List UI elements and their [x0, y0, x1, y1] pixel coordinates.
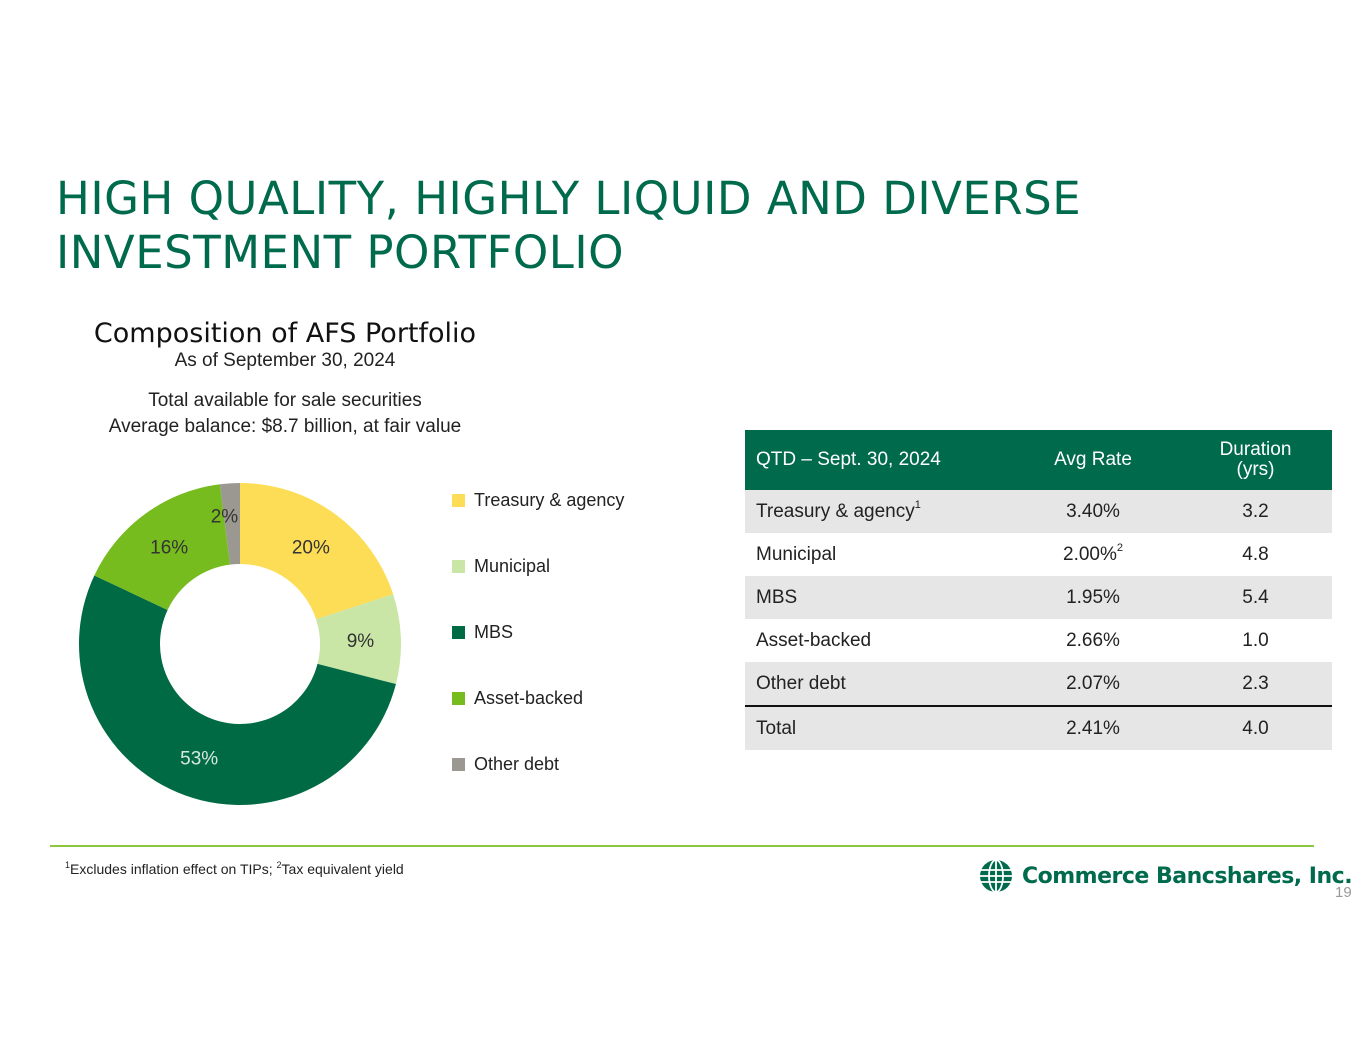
page-number: 19	[1335, 884, 1352, 901]
footnote-marker-2: 2	[276, 860, 282, 870]
table-header-row: QTD – Sept. 30, 2024 Avg Rate Duration (…	[745, 430, 1332, 490]
slice-label: 20%	[292, 538, 330, 559]
chart-note: Total available for sale securities Aver…	[60, 388, 510, 440]
header-period: QTD – Sept. 30, 2024	[745, 430, 1007, 490]
logo-text: Commerce Bancshares, Inc.	[1022, 863, 1353, 889]
legend-swatch	[452, 559, 465, 573]
header-duration: Duration (yrs)	[1179, 430, 1332, 490]
row-name-cell: Total	[745, 705, 1007, 750]
pie-slice	[240, 483, 394, 620]
table-row: Other debt 2.07% 2.3	[745, 662, 1332, 706]
row-duration: 4.0	[1179, 705, 1332, 750]
row-rate-cell: 2.66%	[1007, 619, 1179, 662]
row-name-cell: Other debt	[745, 662, 1007, 706]
pie-slice	[219, 483, 240, 565]
row-duration: 5.4	[1179, 576, 1332, 619]
row-rate: 1.95%	[1066, 586, 1120, 608]
slice-label: 53%	[180, 748, 218, 769]
row-rate-cell: 3.40%	[1007, 490, 1179, 533]
table-row: Asset-backed 2.66% 1.0	[745, 619, 1332, 662]
legend-item: Municipal	[452, 554, 550, 578]
row-duration: 2.3	[1179, 662, 1332, 706]
footnote-text-2: Tax equivalent yield	[281, 861, 404, 877]
row-rate: 2.66%	[1066, 629, 1120, 651]
footer-divider	[50, 845, 1314, 847]
legend-item: MBS	[452, 620, 513, 644]
row-name: Other debt	[756, 672, 846, 694]
row-name: Asset-backed	[756, 629, 872, 651]
row-rate: 2.07%	[1066, 672, 1120, 694]
legend-swatch	[452, 691, 465, 705]
row-rate: 2.41%	[1066, 717, 1120, 739]
pie-slice	[94, 484, 230, 610]
row-name: Municipal	[756, 543, 837, 565]
slice-label: 2%	[211, 507, 239, 528]
row-rate-cell: 1.95%	[1007, 576, 1179, 619]
legend-item: Other debt	[452, 752, 559, 776]
row-rate-footnote-marker: 2	[1116, 541, 1123, 554]
pie-slice	[79, 575, 396, 805]
legend-swatch	[452, 757, 465, 771]
legend-label: MBS	[474, 621, 514, 642]
legend-label: Municipal	[474, 555, 551, 576]
row-duration: 4.8	[1242, 543, 1269, 565]
row-duration: 3.2	[1179, 490, 1332, 533]
table-row: Municipal 2.00%2 4.8	[745, 533, 1332, 576]
slide-title: HIGH QUALITY, HIGHLY LIQUID AND DIVERSE …	[56, 172, 1256, 280]
row-rate-cell: 2.07%	[1007, 662, 1179, 706]
chart-title: Composition of AFS Portfolio	[93, 318, 477, 349]
row-rate: 3.40%	[1066, 500, 1120, 522]
legend-swatch	[452, 625, 465, 639]
row-name-cell: MBS	[745, 576, 1007, 619]
legend-swatch	[452, 493, 465, 507]
header-duration-line-2: (yrs)	[1236, 459, 1275, 480]
footnote: 1Excludes inflation effect on TIPs; 2Tax…	[65, 860, 404, 877]
legend-label: Asset-backed	[474, 687, 584, 708]
slice-label: 9%	[347, 631, 375, 652]
row-name-cell: Treasury & agency1	[745, 490, 1007, 533]
legend-label: Treasury & agency	[474, 489, 625, 510]
row-name-footnote-marker: 1	[914, 498, 921, 511]
row-name-cell: Municipal	[745, 533, 1007, 576]
legend-item: Treasury & agency	[452, 488, 624, 512]
slice-label: 16%	[150, 538, 188, 559]
slide-title-line-1: HIGH QUALITY, HIGHLY LIQUID AND DIVERSE	[56, 172, 1082, 225]
row-rate: 2.00%	[1063, 543, 1117, 565]
row-name: Total	[756, 717, 797, 739]
row-name-cell: Asset-backed	[745, 619, 1007, 662]
globe-icon	[980, 859, 1012, 893]
pie-slice	[316, 594, 401, 685]
chart-subtitle: As of September 30, 2024	[174, 350, 396, 371]
row-duration: 1.0	[1242, 629, 1269, 651]
table-row: Total 2.41% 4.0	[745, 705, 1332, 750]
chart-note-line-1: Total available for sale securities	[148, 390, 422, 411]
chart-note-line-2: Average balance: $8.7 billion, at fair v…	[108, 416, 462, 437]
legend-label: Other debt	[474, 753, 560, 774]
table-row: MBS 1.95% 5.4	[745, 576, 1332, 619]
table-row: Treasury & agency1 3.40% 3.2	[745, 490, 1332, 533]
row-name: Treasury & agency	[756, 500, 915, 522]
row-rate-cell: 2.41%	[1007, 705, 1179, 750]
header-duration-line-1: Duration	[1219, 439, 1292, 460]
footnote-marker-1: 1	[65, 860, 71, 870]
header-avg-rate: Avg Rate	[1007, 430, 1179, 490]
rates-table: QTD – Sept. 30, 2024 Avg Rate Duration (…	[745, 430, 1332, 750]
legend-item: Asset-backed	[452, 686, 583, 710]
donut-chart: 20% 9% 53% 16% 2%	[79, 483, 401, 805]
company-logo: Commerce Bancshares, Inc.	[978, 858, 1353, 894]
footnote-text-1: Excludes inflation effect on TIPs;	[70, 861, 277, 877]
slide-title-line-2: INVESTMENT PORTFOLIO	[56, 226, 625, 279]
row-rate-cell: 2.00%2	[1007, 533, 1179, 576]
row-name: MBS	[756, 586, 798, 608]
